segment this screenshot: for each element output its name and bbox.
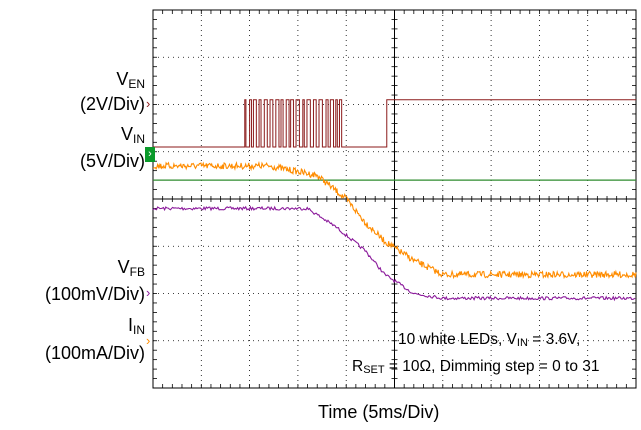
vfb-scale-label: (100mV/Div) (44, 284, 145, 304)
annotation-line2: RSET = 10Ω, Dimming step = 0 to 31 (352, 358, 600, 376)
iin-label: IIN (127, 315, 145, 337)
vin-label: VIN (120, 124, 145, 146)
ven-marker: › (146, 96, 151, 111)
traces (152, 99, 637, 302)
vin-marker: › (145, 147, 155, 162)
vfb-label: VFB (117, 257, 145, 279)
ven-trace (153, 99, 636, 148)
grid (152, 9, 637, 389)
vin-scale-label: (5V/Div) (79, 151, 145, 171)
x-axis-label: Time (5ms/Div) (318, 402, 440, 422)
vfb-trace (152, 205, 636, 302)
iin-trace (152, 160, 637, 280)
ven-scale-label: (2V/Div) (79, 94, 145, 114)
vfb-marker: › (146, 285, 151, 300)
iin-scale-label: (100mA/Div) (44, 343, 145, 363)
iin-marker: › (146, 333, 151, 348)
annotation-line1: 10 white LEDs, VIN = 3.6V, (398, 331, 581, 349)
ven-label: VEN (116, 69, 145, 91)
